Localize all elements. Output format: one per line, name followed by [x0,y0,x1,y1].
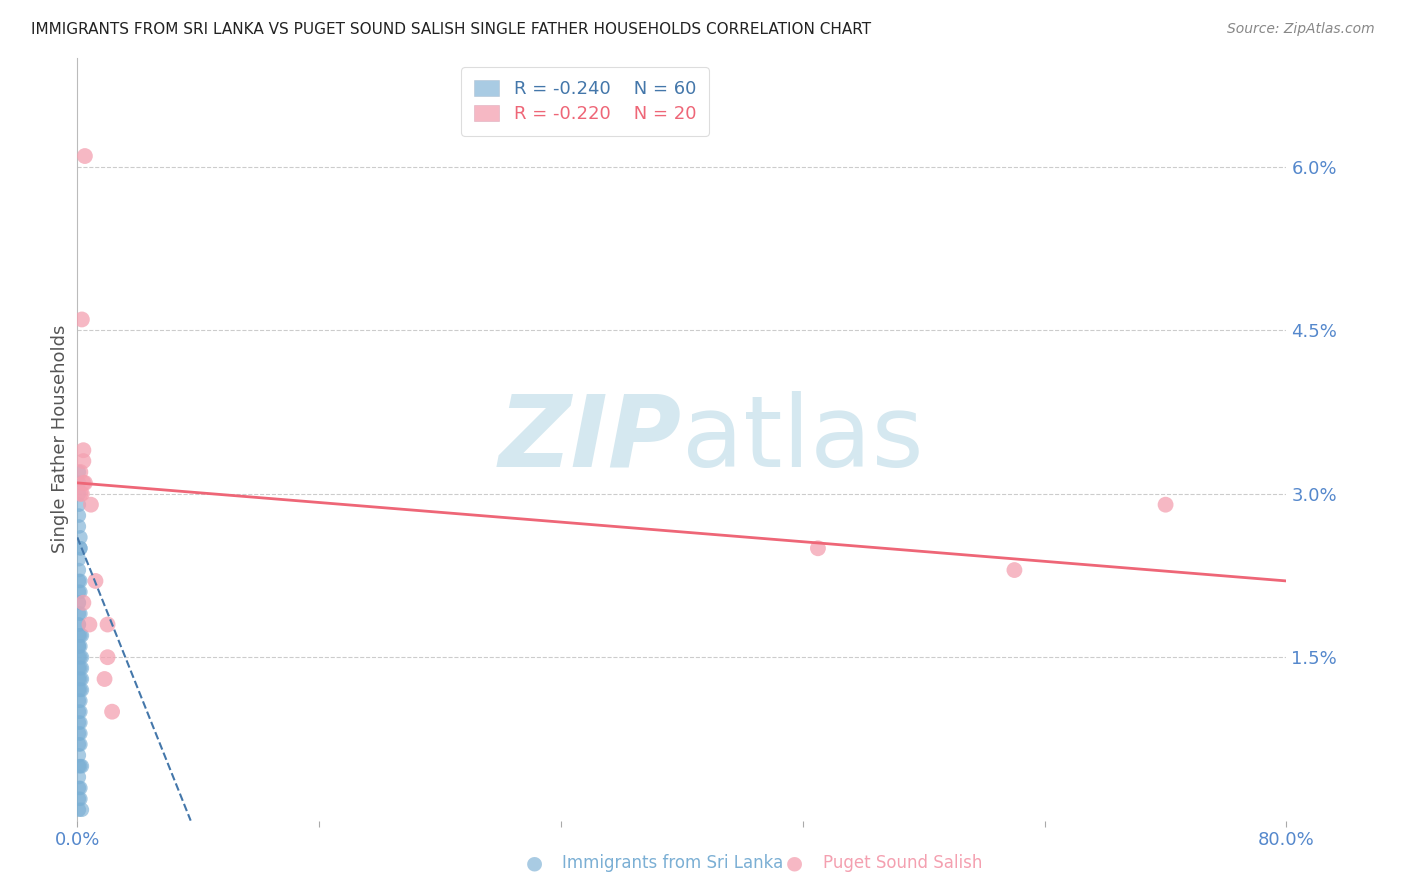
Text: ●: ● [526,854,543,873]
Point [69,726,91,740]
Point [67,682,90,697]
Point [73,475,96,490]
Y-axis label: Single Father Households: Single Father Households [51,325,69,554]
Point [70,759,93,773]
Point [69,530,91,544]
Point [67,596,90,610]
Point [69,541,91,556]
Point [67,770,90,784]
Point [67,650,90,665]
Point [67,487,90,501]
Point [79,617,101,632]
Point [1154,498,1177,512]
Point [67,705,90,719]
Point [67,563,90,577]
Point [69,640,91,654]
Point [69,487,91,501]
Point [67,737,90,751]
Point [67,585,90,599]
Point [67,498,90,512]
Point [69,694,91,708]
Point [69,672,91,686]
Point [72,454,94,468]
Point [84,574,107,588]
Point [67,508,90,523]
Point [93,672,115,686]
Point [67,748,90,763]
Point [67,759,90,773]
Point [70,628,93,642]
Point [69,780,91,795]
Point [67,792,90,806]
Point [70,672,93,686]
Point [69,585,91,599]
Point [69,737,91,751]
Point [69,792,91,806]
Point [67,607,90,621]
Point [67,803,90,817]
Point [67,574,90,588]
Point [67,465,90,479]
Point [67,661,90,675]
Point [67,672,90,686]
Text: ●: ● [786,854,803,873]
Point [67,519,90,533]
Point [96,617,118,632]
Point [67,617,90,632]
Point [69,661,91,675]
Point [67,628,90,642]
Point [96,650,118,665]
Point [67,640,90,654]
Point [69,465,91,479]
Point [807,541,830,556]
Point [69,541,91,556]
Point [69,628,91,642]
Point [67,617,90,632]
Point [70,661,93,675]
Point [73,149,96,163]
Point [101,705,124,719]
Point [67,694,90,708]
Point [70,682,93,697]
Point [67,715,90,730]
Point [70,312,93,326]
Point [69,759,91,773]
Point [72,443,94,458]
Text: Puget Sound Salish: Puget Sound Salish [823,855,981,872]
Point [69,715,91,730]
Point [67,780,90,795]
Point [70,803,93,817]
Point [67,726,90,740]
Point [67,596,90,610]
Point [67,640,90,654]
Point [69,607,91,621]
Point [67,552,90,566]
Text: ZIP: ZIP [499,391,682,488]
Point [69,705,91,719]
Text: Immigrants from Sri Lanka: Immigrants from Sri Lanka [562,855,783,872]
Point [70,487,93,501]
Point [1004,563,1026,577]
Point [67,475,90,490]
Text: atlas: atlas [682,391,924,488]
Point [70,650,93,665]
Text: IMMIGRANTS FROM SRI LANKA VS PUGET SOUND SALISH SINGLE FATHER HOUSEHOLDS CORRELA: IMMIGRANTS FROM SRI LANKA VS PUGET SOUND… [31,22,872,37]
Legend: R = -0.240    N = 60, R = -0.220    N = 20: R = -0.240 N = 60, R = -0.220 N = 20 [461,67,709,136]
Text: Source: ZipAtlas.com: Source: ZipAtlas.com [1227,22,1375,37]
Point [80,498,103,512]
Point [69,682,91,697]
Point [69,574,91,588]
Point [69,650,91,665]
Point [72,475,94,490]
Point [72,596,94,610]
